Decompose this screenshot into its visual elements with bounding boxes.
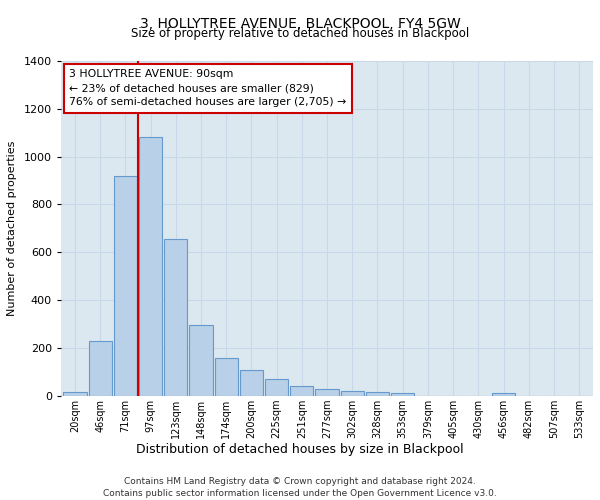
Bar — [391, 394, 414, 396]
Bar — [341, 390, 364, 396]
Bar — [89, 341, 112, 396]
Bar — [240, 370, 263, 396]
Bar — [139, 138, 162, 396]
Text: 3, HOLLYTREE AVENUE, BLACKPOOL, FY4 5GW: 3, HOLLYTREE AVENUE, BLACKPOOL, FY4 5GW — [140, 18, 460, 32]
Bar — [290, 386, 313, 396]
Bar — [114, 176, 137, 396]
Bar — [366, 392, 389, 396]
Bar — [215, 358, 238, 396]
Text: Contains HM Land Registry data © Crown copyright and database right 2024.
Contai: Contains HM Land Registry data © Crown c… — [103, 476, 497, 498]
Bar — [64, 392, 86, 396]
Y-axis label: Number of detached properties: Number of detached properties — [7, 140, 17, 316]
Bar — [265, 378, 288, 396]
Text: Size of property relative to detached houses in Blackpool: Size of property relative to detached ho… — [131, 28, 469, 40]
Text: Distribution of detached houses by size in Blackpool: Distribution of detached houses by size … — [136, 442, 464, 456]
Text: 3 HOLLYTREE AVENUE: 90sqm
← 23% of detached houses are smaller (829)
76% of semi: 3 HOLLYTREE AVENUE: 90sqm ← 23% of detac… — [69, 70, 346, 108]
Bar — [492, 393, 515, 396]
Bar — [164, 239, 187, 396]
Bar — [316, 389, 338, 396]
Bar — [190, 325, 212, 396]
